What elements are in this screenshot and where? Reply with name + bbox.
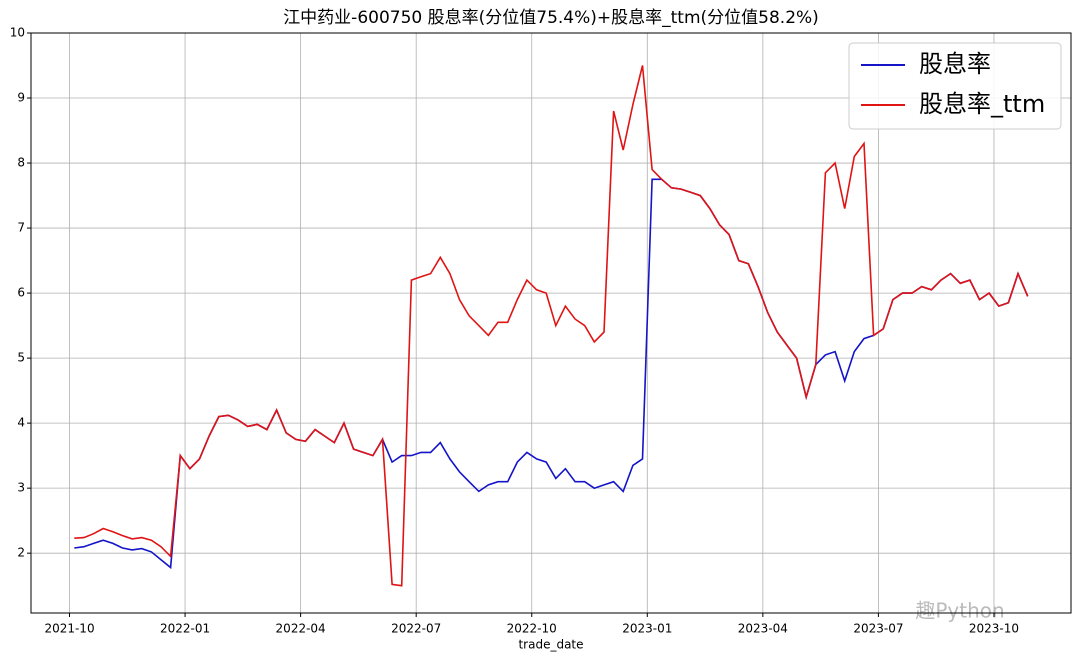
x-tick-label: 2022-01	[160, 622, 210, 636]
x-tick-label: 2023-07	[853, 622, 903, 636]
y-tick-label: 3	[17, 481, 25, 495]
x-axis-label: trade_date	[518, 638, 583, 652]
x-tick-label: 2022-04	[276, 622, 326, 636]
y-tick-label: 2	[17, 546, 25, 560]
x-tick-label: 2023-01	[622, 622, 672, 636]
x-tick-label: 2021-10	[44, 622, 94, 636]
x-tick-label: 2023-10	[969, 622, 1019, 636]
y-tick-label: 5	[17, 351, 25, 365]
legend-label: 股息率	[919, 50, 991, 78]
x-tick-label: 2023-04	[738, 622, 788, 636]
plot-frame	[30, 32, 1072, 614]
y-tick-label: 4	[17, 416, 25, 430]
x-tick-label: 2022-10	[507, 622, 557, 636]
x-tick-label: 2022-07	[391, 622, 441, 636]
y-tick-label: 8	[17, 156, 25, 170]
y-tick-label: 7	[17, 221, 25, 235]
y-tick-label: 10	[10, 26, 25, 40]
legend-label: 股息率_ttm	[919, 90, 1045, 118]
y-tick-label: 6	[17, 286, 25, 300]
chart-title: 江中药业-600750 股息率(分位值75.4%)+股息率_ttm(分位值58.…	[283, 8, 819, 28]
line-series	[74, 65, 1029, 587]
line-series	[74, 178, 1029, 570]
watermark: 趣Python	[915, 599, 1004, 623]
y-tick-label: 9	[17, 91, 25, 105]
